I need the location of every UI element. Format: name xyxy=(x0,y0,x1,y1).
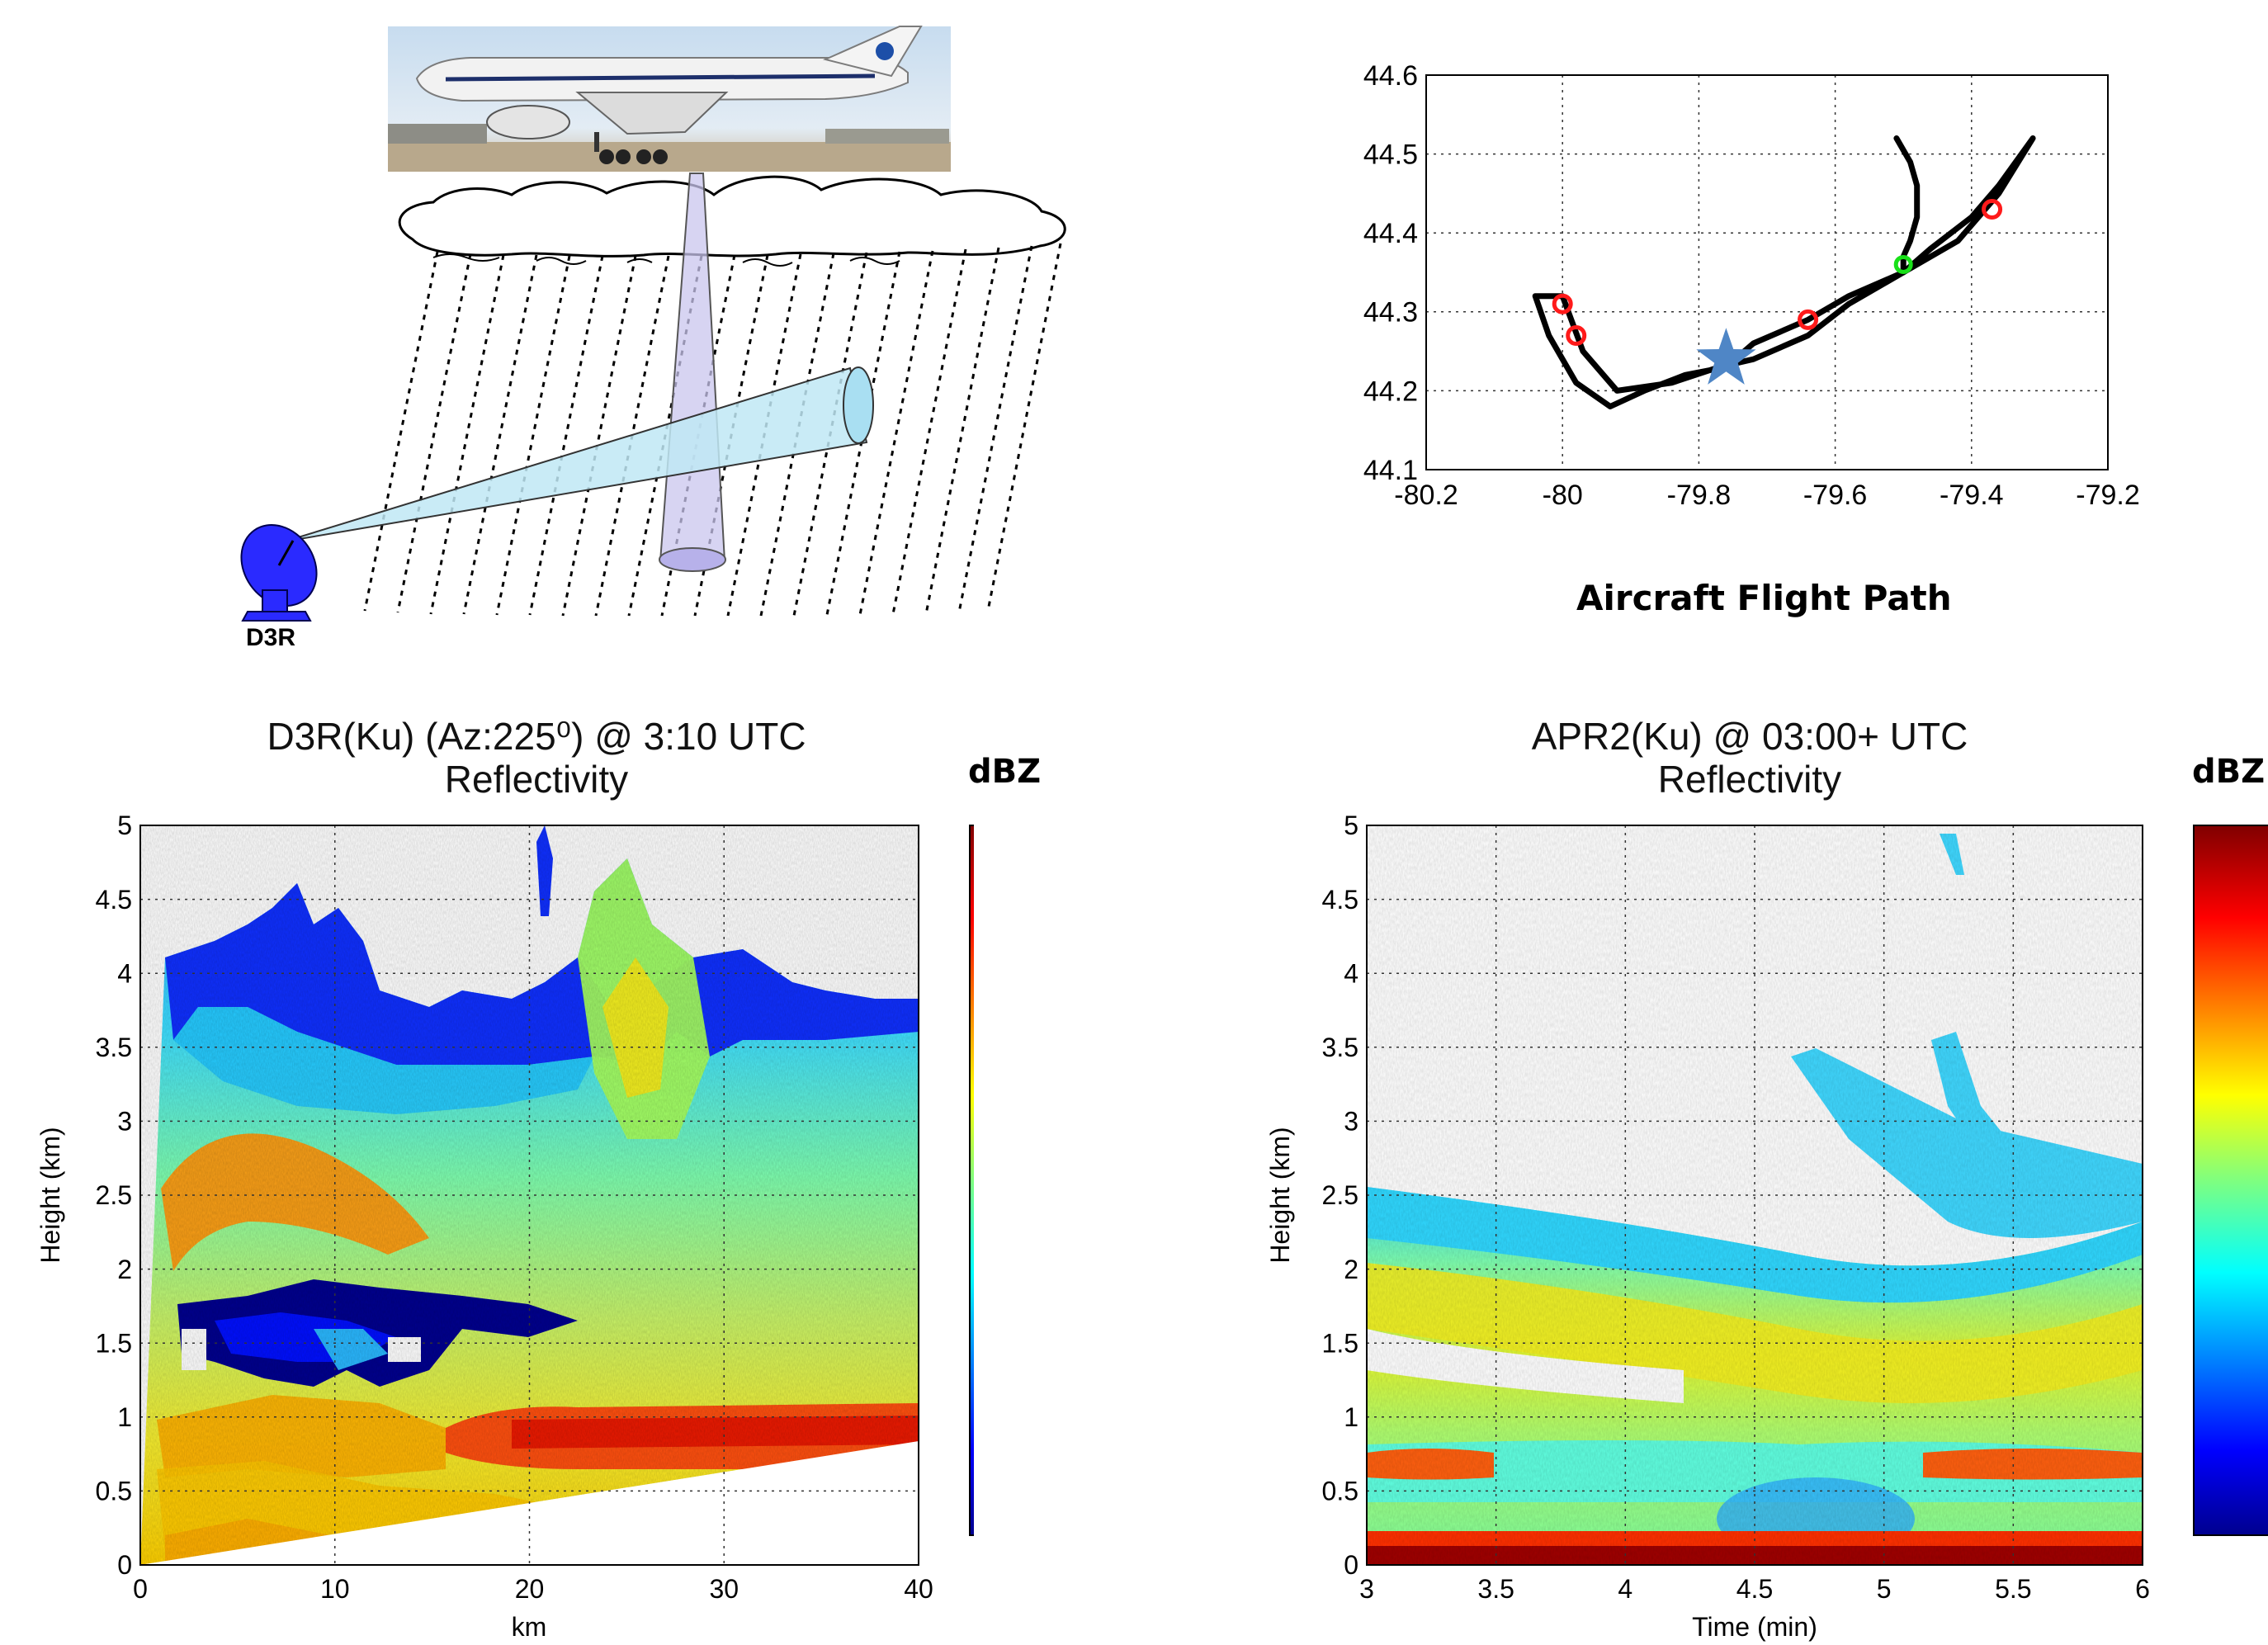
d3r-title-line1: D3R(Ku) (Az:225⁰) @ 3:10 UTC xyxy=(267,715,806,758)
waypoint-marker-red xyxy=(1552,293,1573,314)
flight-path-axes xyxy=(1425,74,2109,470)
y-tick-label: 1 xyxy=(1344,1402,1358,1432)
x-tick-label: 5.5 xyxy=(1995,1574,2031,1604)
y-tick-label: 0.5 xyxy=(96,1477,132,1506)
d3r-title: D3R(Ku) (Az:225⁰) @ 3:10 UTC Reflectivit… xyxy=(124,715,949,801)
radar-label: D3R xyxy=(246,624,295,651)
radar-aircraft-diagram: D3R xyxy=(240,26,1066,651)
flight-path-caption: Aircraft Flight Path xyxy=(1576,578,1952,618)
y-tick-label: 1 xyxy=(117,1402,132,1432)
x-tick-label: 5 xyxy=(1877,1574,1892,1604)
flight-path-markers xyxy=(1552,199,2003,385)
y-tick-label: 3.5 xyxy=(96,1033,132,1062)
y-tick-label: 5 xyxy=(1344,811,1358,840)
ground-radar-beam xyxy=(284,366,874,542)
y-tick-label: 2.5 xyxy=(1322,1180,1358,1210)
d3r-title-line2: Reflectivity xyxy=(444,758,629,801)
y-tick-label: 2.5 xyxy=(96,1180,132,1210)
x-tick-label: -80.2 xyxy=(1394,480,1458,511)
y-tick-label: 2 xyxy=(1344,1255,1358,1284)
apr2-grid xyxy=(1367,825,2143,1565)
apr2-reflectivity-chart: 3 3.5 4 4.5 5 5.5 6 0 0.5 1 1.5 2 2.5 3 3.5 4 4.5 5 Time … xyxy=(1265,811,2268,1642)
apr2-colorbar xyxy=(2193,825,2268,1536)
x-tick-label: -80 xyxy=(1543,480,1583,511)
flight-track-line xyxy=(1893,135,1921,276)
flight-path-grid xyxy=(1426,75,2108,470)
x-tick-label: 10 xyxy=(320,1574,350,1604)
x-tick-label: 3.5 xyxy=(1477,1574,1514,1604)
flight-path-lines xyxy=(1532,135,2036,409)
d3r-ylabel: Height (km) xyxy=(35,1127,65,1263)
y-tick-label: 4 xyxy=(1344,958,1358,988)
y-tick-label: 2 xyxy=(117,1255,132,1284)
x-tick-label: 30 xyxy=(709,1574,739,1604)
y-tick-label: 44.6 xyxy=(1363,60,1418,92)
x-tick-label: 0 xyxy=(133,1574,148,1604)
y-tick-label: 44.3 xyxy=(1363,297,1418,329)
y-tick-label: 44.1 xyxy=(1363,455,1418,486)
flight-track-line xyxy=(1532,135,2036,409)
x-tick-label: 3 xyxy=(1359,1574,1374,1604)
aircraft-photo xyxy=(388,26,951,172)
apr2-title-line1: APR2(Ku) @ 03:00+ UTC xyxy=(1531,715,1968,758)
apr2-colorbar-label: dBZ xyxy=(2192,753,2266,791)
waypoint-marker-red xyxy=(1566,324,1587,346)
x-tick-label: -79.4 xyxy=(1940,480,2004,511)
y-tick-label: 44.2 xyxy=(1363,376,1418,407)
x-tick-label: 40 xyxy=(904,1574,933,1604)
y-tick-label: 4 xyxy=(117,958,132,988)
x-tick-label: -79.8 xyxy=(1667,480,1732,511)
d3r-ticks: 0 10 20 30 40 0 0.5 1 1.5 2 2.5 3 3.5 4 4.5 5 xyxy=(96,811,933,1604)
apr2-xlabel: Time (min) xyxy=(1692,1612,1817,1642)
y-tick-label: 1.5 xyxy=(1322,1328,1358,1358)
cloud-outline xyxy=(398,175,1066,258)
cloud-squiggles xyxy=(432,253,900,267)
waypoint-marker-red xyxy=(1798,309,1819,330)
x-tick-label: 4 xyxy=(1618,1574,1632,1604)
apr2-axes xyxy=(1366,825,2143,1566)
y-tick-label: 0 xyxy=(117,1550,132,1580)
d3r-colorbar xyxy=(969,825,974,1536)
waypoint-marker-red xyxy=(1982,199,2003,220)
y-tick-label: 1.5 xyxy=(96,1328,132,1358)
flight-path-ticks: -80.2 -80 -79.8 -79.6 -79.4 -79.2 44.1 44.2 44.3… xyxy=(1363,60,2140,511)
d3r-reflectivity-chart: 0 10 20 30 40 0 0.5 1 1.5 2 2.5 3 3.5 4 4.5 5 km Height… xyxy=(35,811,974,1642)
apr2-title-line2: Reflectivity xyxy=(1657,758,1842,801)
x-tick-label: -79.6 xyxy=(1803,480,1868,511)
y-tick-label: 0.5 xyxy=(1322,1477,1358,1506)
d3r-axes xyxy=(139,825,919,1566)
y-tick-label: 3 xyxy=(1344,1107,1358,1137)
apr2-ylabel: Height (km) xyxy=(1265,1127,1295,1263)
d3r-dish-icon xyxy=(240,524,318,622)
y-tick-label: 5 xyxy=(117,811,132,840)
y-tick-label: 3 xyxy=(117,1107,132,1137)
waypoint-marker-green xyxy=(1893,254,1913,274)
y-tick-label: 4.5 xyxy=(1322,885,1358,915)
radar-site-star-icon xyxy=(1696,328,1756,385)
y-tick-label: 44.5 xyxy=(1363,139,1418,171)
y-tick-label: 44.4 xyxy=(1363,218,1418,249)
apr2-title: APR2(Ku) @ 03:00+ UTC Reflectivity xyxy=(1337,715,2162,801)
y-tick-label: 0 xyxy=(1344,1550,1358,1580)
x-tick-label: 20 xyxy=(515,1574,545,1604)
x-tick-label: 4.5 xyxy=(1736,1574,1773,1604)
y-tick-label: 3.5 xyxy=(1322,1033,1358,1062)
x-tick-label: -79.2 xyxy=(2076,480,2140,511)
y-tick-label: 4.5 xyxy=(96,885,132,915)
flight-path-chart: -80.2 -80 -79.8 -79.6 -79.4 -79.2 44.1 44.2 44.3… xyxy=(1363,60,2140,511)
x-tick-label: 6 xyxy=(2135,1574,2150,1604)
d3r-colorbar-label: dBZ xyxy=(968,753,1042,791)
d3r-xlabel: km xyxy=(512,1612,547,1642)
apr2-ticks: 3 3.5 4 4.5 5 5.5 6 0 0.5 1 1.5 2 2.5 3 3.5 4 4.5 5 xyxy=(1322,811,2150,1604)
d3r-grid xyxy=(140,825,919,1565)
